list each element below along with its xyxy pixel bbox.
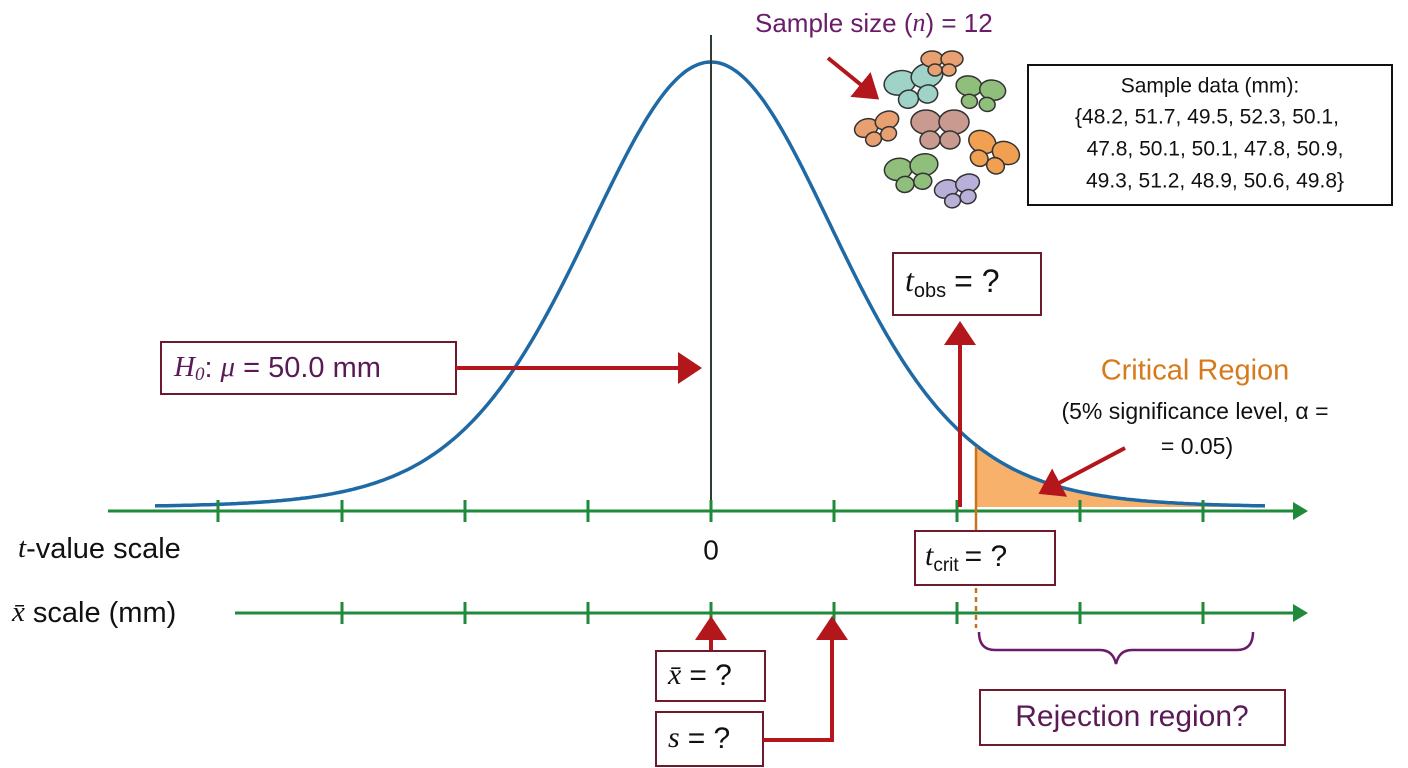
h0-label: H0: μ = 50.0 mm (173, 351, 381, 386)
xbar-axis (235, 602, 1308, 624)
critical-region-line: = 0.05) (1161, 433, 1233, 459)
rejection-box (979, 689, 1286, 746)
xbar-box (655, 650, 766, 702)
s-label: s = ? (668, 721, 730, 755)
t-obs-label: tobs = ? (905, 262, 1000, 302)
t-axis (108, 500, 1308, 522)
xbar-scale-label: x̄ scale (mm) (11, 596, 176, 629)
t-crit-label: tcrit = ? (925, 539, 1007, 576)
sample-data-line: 47.8, 50.1, 50.1, 47.8, 50.9, (1087, 138, 1344, 161)
sample-size: Sample size (n) = 12 (755, 8, 993, 38)
butterflies (853, 50, 1021, 209)
sample-data-line: 49.3, 51.2, 48.9, 50.6, 49.8} (1086, 170, 1344, 193)
sample-data-box (1027, 64, 1393, 206)
t-scale-label: t-value scale (18, 532, 181, 565)
s-box (655, 711, 764, 767)
arrow (1038, 446, 1126, 497)
arrow (763, 616, 848, 742)
t-crit-box (914, 530, 1056, 586)
arrow (826, 56, 880, 100)
critical-region-title: Critical Region (1101, 355, 1290, 387)
brace (977, 631, 1255, 665)
t-obs-box (892, 252, 1042, 316)
rejection-label: Rejection region? (1015, 700, 1248, 733)
h0-box (160, 341, 457, 395)
zero-label: 0 (703, 534, 719, 565)
critical-region-line: (5% significance level, α = (1061, 398, 1328, 424)
xbar-label: x̄ = ? (667, 658, 732, 692)
sample-data-title: Sample data (mm): (1121, 75, 1300, 98)
sample-data-line: {48.2, 51.7, 49.5, 52.3, 50.1, (1075, 106, 1339, 129)
